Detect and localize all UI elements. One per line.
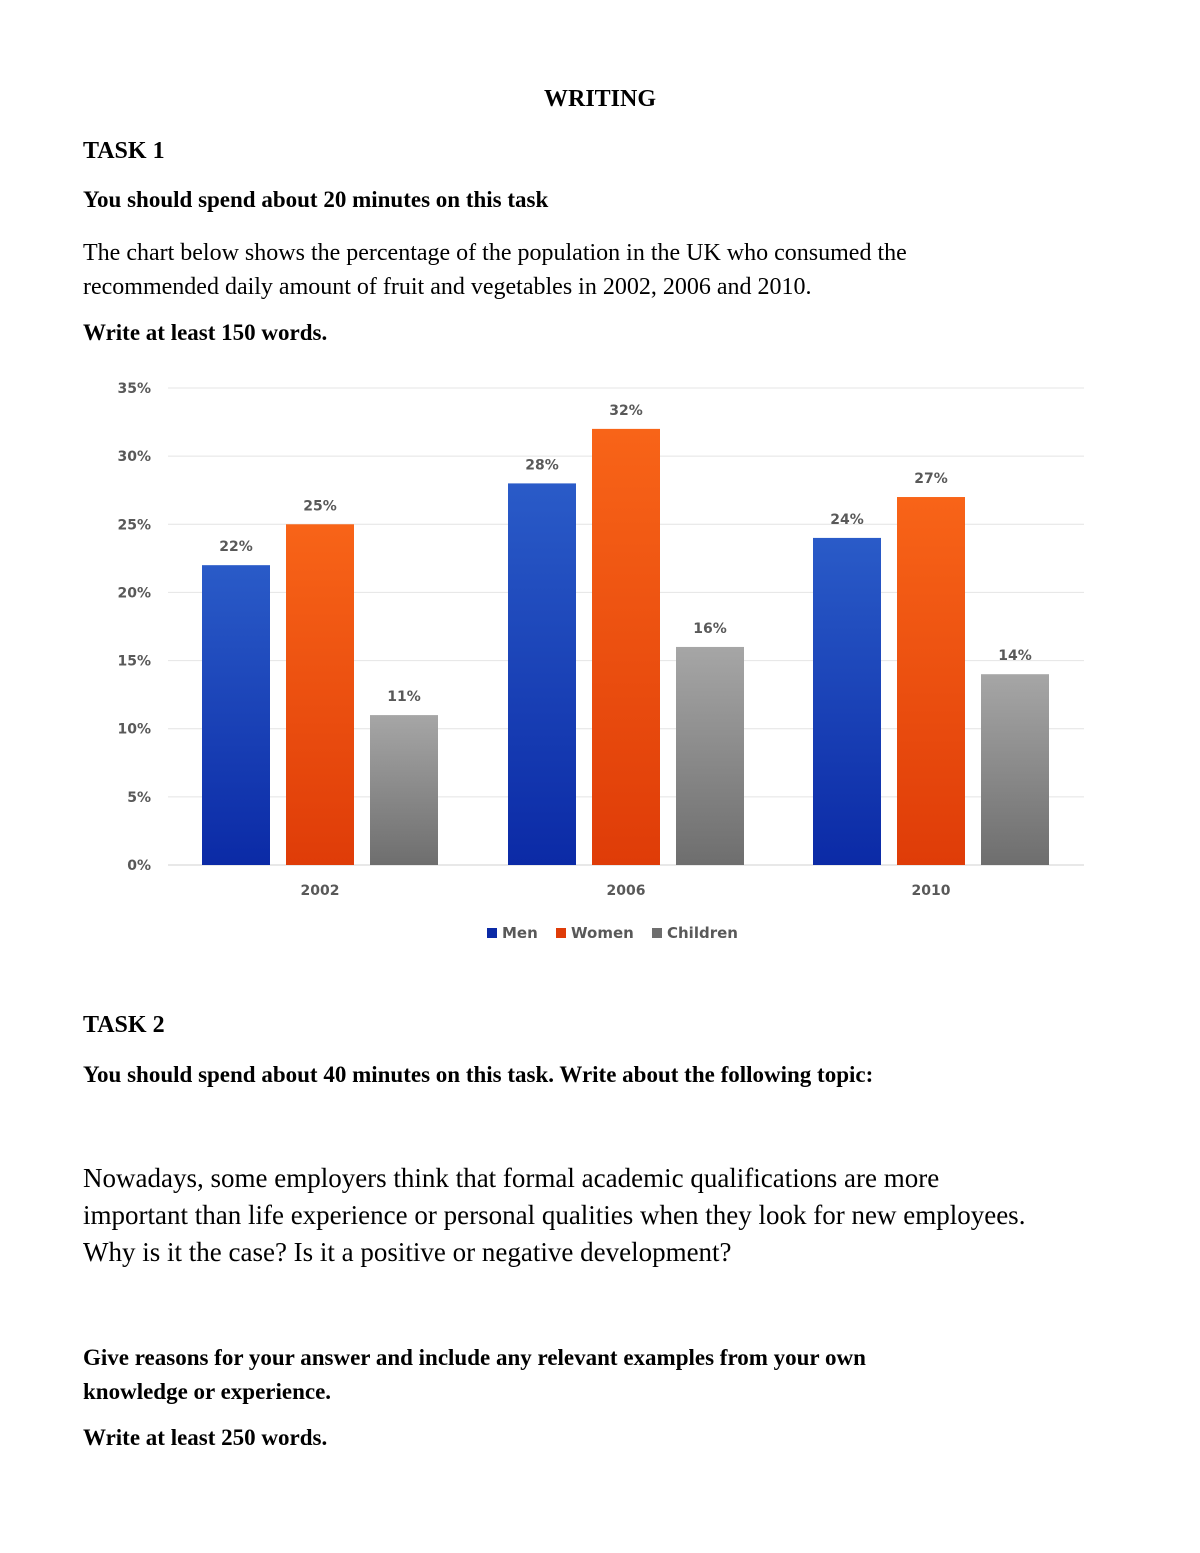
data-label: 27% xyxy=(914,471,948,487)
task2-reasons-instruction: Give reasons for your answer and include… xyxy=(83,1341,1083,1409)
task2-time-instruction: You should spend about 40 minutes on thi… xyxy=(83,1062,874,1087)
task2-word-count: Write at least 250 words. xyxy=(83,1425,328,1450)
bar-chart: 0% 5% 10% 15% 20% 25% 30% 35% 22% 25% 11% 2002 28% 32… xyxy=(117,381,1084,942)
legend-swatch-children xyxy=(652,928,662,938)
task2-topic-line3: Why is it the case? Is it a positive or … xyxy=(83,1237,732,1267)
bar-women xyxy=(897,497,965,865)
task1-title: TASK 1 xyxy=(83,138,165,164)
task1-prompt-line1: The chart below shows the percentage of … xyxy=(83,240,907,266)
task2-topic-line1: Nowadays, some employers think that form… xyxy=(83,1163,940,1193)
data-label: 32% xyxy=(609,403,643,419)
legend-swatch-men xyxy=(487,928,497,938)
bar-men xyxy=(202,565,270,865)
task2-topic: Nowadays, some employers think that form… xyxy=(83,1160,1143,1271)
legend-label-women: Women xyxy=(571,924,634,942)
task1-prompt-line2: recommended daily amount of fruit and ve… xyxy=(83,274,812,300)
y-tick-label: 25% xyxy=(117,517,151,533)
task1-prompt: The chart below shows the percentage of … xyxy=(83,236,1083,304)
y-tick-label: 0% xyxy=(127,858,151,874)
y-tick-label: 20% xyxy=(117,585,151,601)
bar-men xyxy=(508,483,576,865)
task2-title: TASK 2 xyxy=(83,1012,165,1038)
bar-women xyxy=(286,524,354,865)
bar-children xyxy=(676,646,744,865)
y-tick-label: 10% xyxy=(117,722,151,738)
y-tick-label: 5% xyxy=(127,790,151,806)
task1-word-count: Write at least 150 words. xyxy=(83,320,328,345)
x-tick-label: 2006 xyxy=(607,883,646,899)
x-tick-label: 2002 xyxy=(301,883,340,899)
task2-reasons-line1: Give reasons for your answer and include… xyxy=(83,1345,866,1370)
data-label: 24% xyxy=(830,512,864,528)
page-heading: WRITING xyxy=(543,86,657,112)
task1-time-instruction: You should spend about 20 minutes on thi… xyxy=(83,187,549,212)
bar-women xyxy=(592,428,660,865)
bar-men xyxy=(813,537,881,865)
legend-swatch-women xyxy=(556,928,566,938)
data-label: 16% xyxy=(693,621,727,637)
legend-label-children: Children xyxy=(667,924,738,942)
task2-reasons-line2: knowledge or experience. xyxy=(83,1379,332,1404)
bar-children xyxy=(370,715,438,865)
y-tick-label: 30% xyxy=(117,449,151,465)
legend-label-men: Men xyxy=(502,924,538,942)
y-tick-label: 15% xyxy=(117,654,151,670)
x-tick-label: 2010 xyxy=(912,883,951,899)
task2-topic-line2: important than life experience or person… xyxy=(83,1200,1026,1230)
data-label: 11% xyxy=(387,689,421,705)
bar-children xyxy=(981,674,1049,865)
data-label: 22% xyxy=(219,539,253,555)
data-label: 14% xyxy=(998,648,1032,664)
data-label: 25% xyxy=(303,498,337,514)
y-tick-label: 35% xyxy=(117,381,151,397)
data-label: 28% xyxy=(525,457,559,473)
